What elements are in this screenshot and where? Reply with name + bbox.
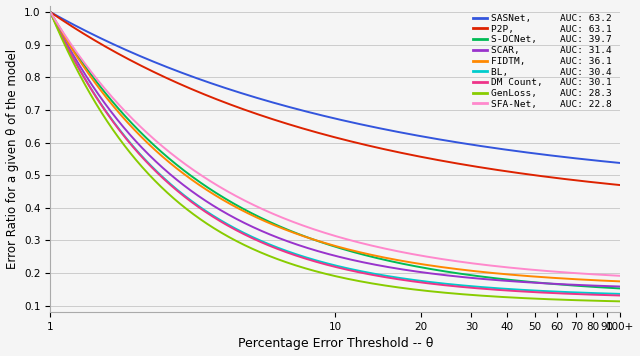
Y-axis label: Error Ratio for a given θ of the model: Error Ratio for a given θ of the model (6, 49, 19, 269)
P2P,       AUC: 63.1: (1, 1): 63.1: (1, 1) (47, 10, 54, 14)
GenLoss,   AUC: 28.3: (39.4, 0.126): 28.3: (39.4, 0.126) (501, 295, 509, 299)
SCAR,      AUC: 31.4: (1, 1): 31.4: (1, 1) (47, 10, 54, 14)
SCAR,      AUC: 31.4: (36.3, 0.179): 31.4: (36.3, 0.179) (491, 278, 499, 282)
P2P,       AUC: 63.1: (100, 0.47): 63.1: (100, 0.47) (616, 183, 624, 187)
BL,        AUC: 30.4: (23.6, 0.168): 30.4: (23.6, 0.168) (438, 281, 445, 286)
BL,        AUC: 30.4: (7.6, 0.252): 30.4: (7.6, 0.252) (298, 254, 305, 258)
DM Count,  AUC: 30.1: (6.44, 0.27): 30.1: (6.44, 0.27) (277, 248, 285, 252)
GenLoss,   AUC: 28.3: (23.6, 0.141): 28.3: (23.6, 0.141) (438, 290, 445, 294)
DM Count,  AUC: 30.1: (1, 1): 30.1: (1, 1) (47, 10, 54, 14)
SASNet,    AUC: 63.2: (23.6, 0.608): 63.2: (23.6, 0.608) (438, 138, 445, 142)
Line: SCAR,      AUC: 31.4: SCAR, AUC: 31.4 (51, 12, 620, 287)
SFA-Net,   AUC: 22.8: (36.3, 0.221): 22.8: (36.3, 0.221) (491, 264, 499, 268)
SCAR,      AUC: 31.4: (6.44, 0.305): 31.4: (6.44, 0.305) (277, 237, 285, 241)
BL,        AUC: 30.4: (36.3, 0.154): 30.4: (36.3, 0.154) (491, 286, 499, 290)
Line: FIDTM,     AUC: 36.1: FIDTM, AUC: 36.1 (51, 12, 620, 281)
FIDTM,     AUC: 36.1: (1, 1): 36.1: (1, 1) (47, 10, 54, 14)
SFA-Net,   AUC: 22.8: (100, 0.191): 22.8: (100, 0.191) (616, 274, 624, 278)
BL,        AUC: 30.4: (1, 1): 30.4: (1, 1) (47, 10, 54, 14)
FIDTM,     AUC: 36.1: (1.6, 0.73): 36.1: (1.6, 0.73) (105, 98, 113, 103)
FIDTM,     AUC: 36.1: (7.6, 0.315): 36.1: (7.6, 0.315) (298, 233, 305, 237)
Line: BL,        AUC: 30.4: BL, AUC: 30.4 (51, 12, 620, 294)
BL,        AUC: 30.4: (1.6, 0.685): 30.4: (1.6, 0.685) (105, 113, 113, 117)
SASNet,    AUC: 63.2: (6.44, 0.716): 63.2: (6.44, 0.716) (277, 103, 285, 107)
Line: S-DCNet,   AUC: 39.7: S-DCNet, AUC: 39.7 (51, 12, 620, 288)
BL,        AUC: 30.4: (39.4, 0.152): 30.4: (39.4, 0.152) (501, 287, 509, 291)
SFA-Net,   AUC: 22.8: (23.6, 0.243): 22.8: (23.6, 0.243) (438, 257, 445, 261)
BL,        AUC: 30.4: (6.44, 0.274): 30.4: (6.44, 0.274) (277, 247, 285, 251)
P2P,       AUC: 63.1: (7.6, 0.644): 63.1: (7.6, 0.644) (298, 126, 305, 130)
Line: SFA-Net,   AUC: 22.8: SFA-Net, AUC: 22.8 (51, 12, 620, 276)
SCAR,      AUC: 31.4: (1.6, 0.705): 31.4: (1.6, 0.705) (105, 106, 113, 110)
FIDTM,     AUC: 36.1: (39.4, 0.197): 36.1: (39.4, 0.197) (501, 272, 509, 276)
DM Count,  AUC: 30.1: (100, 0.131): 30.1: (100, 0.131) (616, 293, 624, 298)
SASNet,    AUC: 63.2: (7.6, 0.699): 63.2: (7.6, 0.699) (298, 108, 305, 112)
P2P,       AUC: 63.1: (23.6, 0.544): 63.1: (23.6, 0.544) (438, 158, 445, 163)
S-DCNet,   AUC: 39.7: (36.3, 0.184): 39.7: (36.3, 0.184) (491, 276, 499, 280)
SFA-Net,   AUC: 22.8: (6.44, 0.372): 22.8: (6.44, 0.372) (277, 215, 285, 219)
Line: GenLoss,   AUC: 28.3: GenLoss, AUC: 28.3 (51, 12, 620, 301)
SASNet,    AUC: 63.2: (100, 0.537): 63.2: (100, 0.537) (616, 161, 624, 165)
Line: DM Count,  AUC: 30.1: DM Count, AUC: 30.1 (51, 12, 620, 295)
DM Count,  AUC: 30.1: (7.6, 0.248): 30.1: (7.6, 0.248) (298, 255, 305, 260)
S-DCNet,   AUC: 39.7: (100, 0.153): 39.7: (100, 0.153) (616, 286, 624, 290)
GenLoss,   AUC: 28.3: (36.3, 0.128): 28.3: (36.3, 0.128) (491, 294, 499, 299)
BL,        AUC: 30.4: (100, 0.136): 30.4: (100, 0.136) (616, 292, 624, 296)
SASNet,    AUC: 63.2: (1.6, 0.908): 63.2: (1.6, 0.908) (105, 40, 113, 44)
FIDTM,     AUC: 36.1: (6.44, 0.338): 36.1: (6.44, 0.338) (277, 226, 285, 230)
SFA-Net,   AUC: 22.8: (1, 1): 22.8: (1, 1) (47, 10, 54, 14)
SCAR,      AUC: 31.4: (23.6, 0.195): 31.4: (23.6, 0.195) (438, 273, 445, 277)
S-DCNet,   AUC: 39.7: (1, 1): 39.7: (1, 1) (47, 10, 54, 14)
Line: SASNet,    AUC: 63.2: SASNet, AUC: 63.2 (51, 12, 620, 163)
DM Count,  AUC: 30.1: (39.4, 0.147): 30.1: (39.4, 0.147) (501, 288, 509, 293)
DM Count,  AUC: 30.1: (1.6, 0.683): 30.1: (1.6, 0.683) (105, 113, 113, 117)
GenLoss,   AUC: 28.3: (7.6, 0.218): 28.3: (7.6, 0.218) (298, 265, 305, 269)
S-DCNet,   AUC: 39.7: (1.6, 0.74): 39.7: (1.6, 0.74) (105, 95, 113, 99)
S-DCNet,   AUC: 39.7: (39.4, 0.181): 39.7: (39.4, 0.181) (501, 277, 509, 282)
SCAR,      AUC: 31.4: (100, 0.159): 31.4: (100, 0.159) (616, 284, 624, 289)
SFA-Net,   AUC: 22.8: (1.6, 0.752): 22.8: (1.6, 0.752) (105, 91, 113, 95)
SFA-Net,   AUC: 22.8: (39.4, 0.218): 22.8: (39.4, 0.218) (501, 265, 509, 269)
SASNet,    AUC: 63.2: (1, 1): 63.2: (1, 1) (47, 10, 54, 14)
SASNet,    AUC: 63.2: (39.4, 0.579): 63.2: (39.4, 0.579) (501, 147, 509, 152)
FIDTM,     AUC: 36.1: (100, 0.174): 36.1: (100, 0.174) (616, 279, 624, 283)
GenLoss,   AUC: 28.3: (1, 1): 28.3: (1, 1) (47, 10, 54, 14)
S-DCNet,   AUC: 39.7: (7.6, 0.316): 39.7: (7.6, 0.316) (298, 233, 305, 237)
P2P,       AUC: 63.1: (1.6, 0.889): 63.1: (1.6, 0.889) (105, 46, 113, 51)
X-axis label: Percentage Error Threshold -- θ: Percentage Error Threshold -- θ (237, 337, 433, 350)
GenLoss,   AUC: 28.3: (6.44, 0.239): 28.3: (6.44, 0.239) (277, 258, 285, 262)
GenLoss,   AUC: 28.3: (1.6, 0.659): 28.3: (1.6, 0.659) (105, 121, 113, 125)
DM Count,  AUC: 30.1: (36.3, 0.149): 30.1: (36.3, 0.149) (491, 288, 499, 292)
S-DCNet,   AUC: 39.7: (23.6, 0.207): 39.7: (23.6, 0.207) (438, 269, 445, 273)
P2P,       AUC: 63.1: (36.3, 0.517): 63.1: (36.3, 0.517) (491, 167, 499, 172)
Line: P2P,       AUC: 63.1: P2P, AUC: 63.1 (51, 12, 620, 185)
DM Count,  AUC: 30.1: (23.6, 0.164): 30.1: (23.6, 0.164) (438, 283, 445, 287)
GenLoss,   AUC: 28.3: (100, 0.113): 28.3: (100, 0.113) (616, 299, 624, 303)
SFA-Net,   AUC: 22.8: (7.6, 0.347): 22.8: (7.6, 0.347) (298, 223, 305, 227)
SCAR,      AUC: 31.4: (7.6, 0.283): 31.4: (7.6, 0.283) (298, 244, 305, 248)
Legend: SASNet,     AUC: 63.2, P2P,        AUC: 63.1, S-DCNet,    AUC: 39.7, SCAR,      : SASNet, AUC: 63.2, P2P, AUC: 63.1, S-DCN… (469, 10, 616, 112)
P2P,       AUC: 63.1: (6.44, 0.664): 63.1: (6.44, 0.664) (277, 120, 285, 124)
S-DCNet,   AUC: 39.7: (6.44, 0.341): 39.7: (6.44, 0.341) (277, 225, 285, 229)
FIDTM,     AUC: 36.1: (36.3, 0.199): 36.1: (36.3, 0.199) (491, 271, 499, 275)
P2P,       AUC: 63.1: (39.4, 0.513): 63.1: (39.4, 0.513) (501, 169, 509, 173)
SCAR,      AUC: 31.4: (39.4, 0.176): 31.4: (39.4, 0.176) (501, 279, 509, 283)
SASNet,    AUC: 63.2: (36.3, 0.583): 63.2: (36.3, 0.583) (491, 146, 499, 150)
FIDTM,     AUC: 36.1: (23.6, 0.218): 36.1: (23.6, 0.218) (438, 265, 445, 269)
